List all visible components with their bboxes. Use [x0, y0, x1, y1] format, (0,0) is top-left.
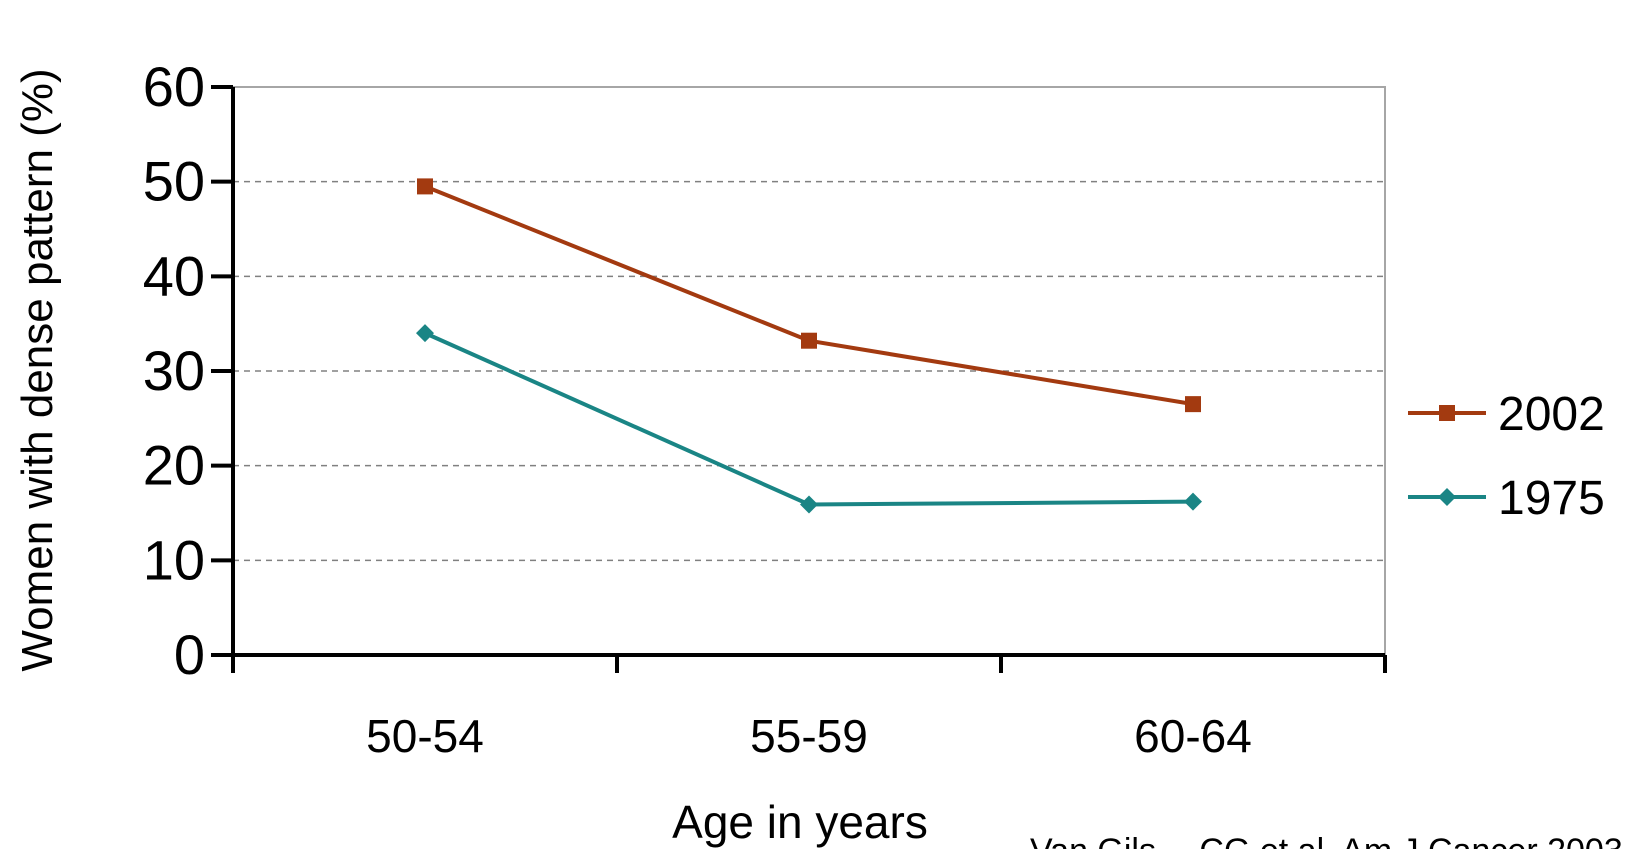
legend-label-2002: 2002: [1498, 388, 1605, 441]
data-point-1975: [416, 324, 434, 343]
x-tick-label: 60-64: [1134, 710, 1252, 762]
legend-label-1975: 1975: [1498, 472, 1605, 525]
y-axis-label: Women with dense pattern (%): [13, 68, 62, 671]
data-point-1975: [1184, 492, 1202, 511]
tick-labels: 0 10 20 30 40 50 60 50-54 55-59 60-64: [143, 55, 1252, 762]
legend: 2002 1975: [1408, 388, 1605, 525]
legend-marker-1975: [1438, 488, 1456, 506]
y-tick-label: 20: [143, 434, 205, 497]
y-tick-label: 10: [143, 528, 205, 591]
data-point-2002: [417, 178, 433, 195]
x-tick-label: 55-59: [750, 710, 868, 762]
y-tick-label: 60: [143, 55, 205, 118]
x-axis-label: Age in years: [672, 796, 928, 848]
data-point-2002: [1185, 396, 1201, 413]
y-tick-label: 40: [143, 244, 205, 307]
axes: [211, 85, 1387, 673]
y-tick-label: 30: [143, 339, 205, 402]
data-point-2002: [801, 332, 817, 349]
y-tick-label: 50: [143, 150, 205, 213]
legend-marker-2002: [1439, 405, 1455, 421]
data-point-1975: [800, 495, 818, 514]
source-annotation: Van Gils… CG et al. Am J Cancer 2003: [1030, 832, 1623, 849]
x-tick-label: 50-54: [366, 710, 484, 762]
series-group: [416, 178, 1202, 514]
series-line-1975: [424, 331, 1194, 507]
y-tick-label: 0: [174, 623, 205, 686]
